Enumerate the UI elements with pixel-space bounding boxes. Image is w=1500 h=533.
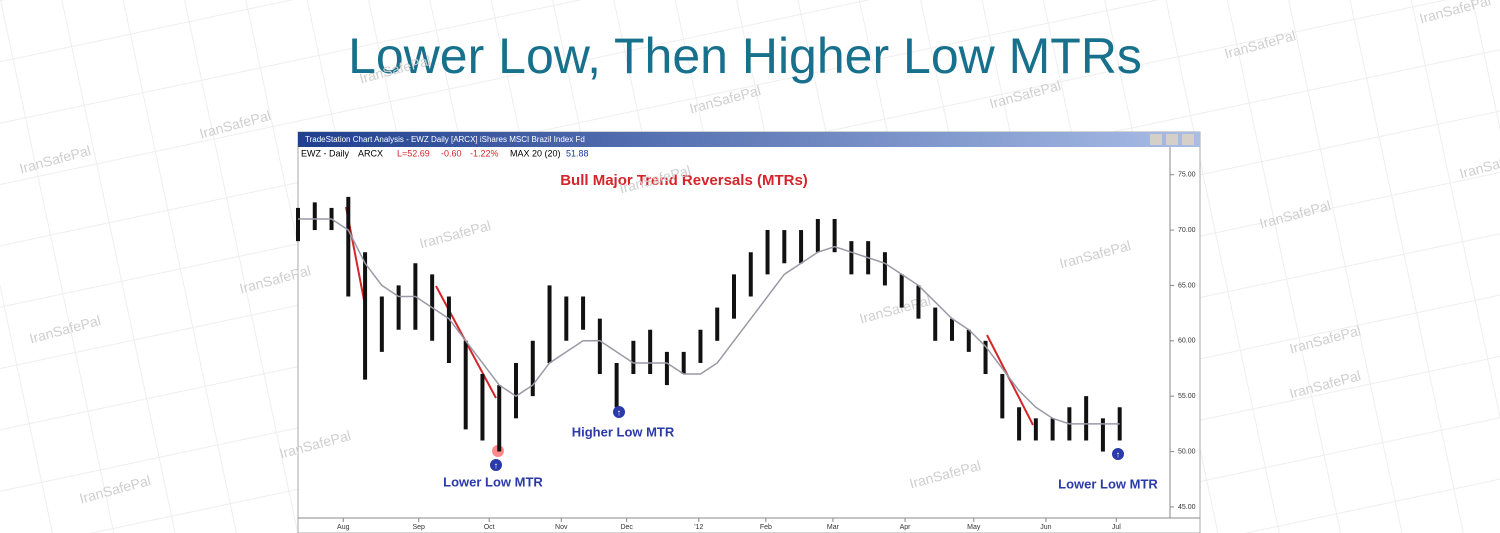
x-tick-label: Mar: [827, 524, 840, 531]
x-tick-label: Apr: [900, 524, 912, 531]
window-button[interactable]: [1150, 134, 1162, 145]
y-tick-label: 65.00: [1178, 282, 1196, 289]
header-item: EWZ - Daily: [301, 148, 349, 158]
x-tick-label: Sep: [413, 524, 426, 531]
slide-title: Lower Low, Then Higher Low MTRs: [348, 28, 1142, 84]
moving-average: [298, 218, 1120, 425]
header: EWZ - Daily ARCX L=52.69 -0.60 -1.22% MAX 20 …: [301, 148, 589, 158]
title-bar: [298, 132, 1200, 147]
x-tick-label: Aug: [337, 524, 350, 531]
header-item: -0.60: [441, 148, 462, 158]
header-item: 51.88: [566, 148, 589, 158]
annotation: Lower Low MTR: [1058, 476, 1158, 491]
marker: [1112, 448, 1124, 460]
y-tick-label: 55.00: [1178, 393, 1196, 400]
x-tick-label: Dec: [620, 524, 633, 531]
annotation: Lower Low MTR: [443, 474, 543, 489]
y-tick-label: 75.00: [1178, 172, 1196, 179]
y-tick-label: 70.00: [1178, 227, 1196, 234]
x-tick-label: May: [967, 524, 981, 531]
header-item: MAX 20 (20): [510, 148, 561, 158]
header-item: L=52.69: [397, 148, 430, 158]
trend-line: [986, 334, 1034, 426]
header-item: -1.22%: [470, 148, 499, 158]
y-tick-label: 60.00: [1178, 338, 1196, 345]
x-tick-label: '12: [694, 524, 703, 531]
header-item: ARCX: [358, 148, 383, 158]
window-button[interactable]: [1166, 134, 1178, 145]
marker-glyph: ↑: [494, 460, 499, 470]
x-tick-label: Nov: [555, 524, 568, 531]
window-title: TradeStation Chart Analysis - EWZ Daily …: [305, 135, 585, 144]
x-tick-label: Jun: [1040, 524, 1051, 531]
x-tick-label: Jul: [1112, 524, 1121, 531]
x-tick-label: Feb: [760, 524, 772, 531]
annotation: Higher Low MTR: [572, 424, 675, 439]
y-tick-label: 45.00: [1178, 504, 1196, 511]
marker: [613, 406, 625, 418]
chart-title: Bull Major Trend Reversals (MTRs): [560, 172, 808, 189]
marker: [490, 459, 502, 471]
y-tick-label: 50.00: [1178, 448, 1196, 455]
window-button[interactable]: [1182, 134, 1194, 145]
marker-glyph: ↑: [617, 407, 622, 417]
x-tick-label: Oct: [484, 524, 495, 531]
marker-glyph: ↑: [1116, 449, 1121, 459]
